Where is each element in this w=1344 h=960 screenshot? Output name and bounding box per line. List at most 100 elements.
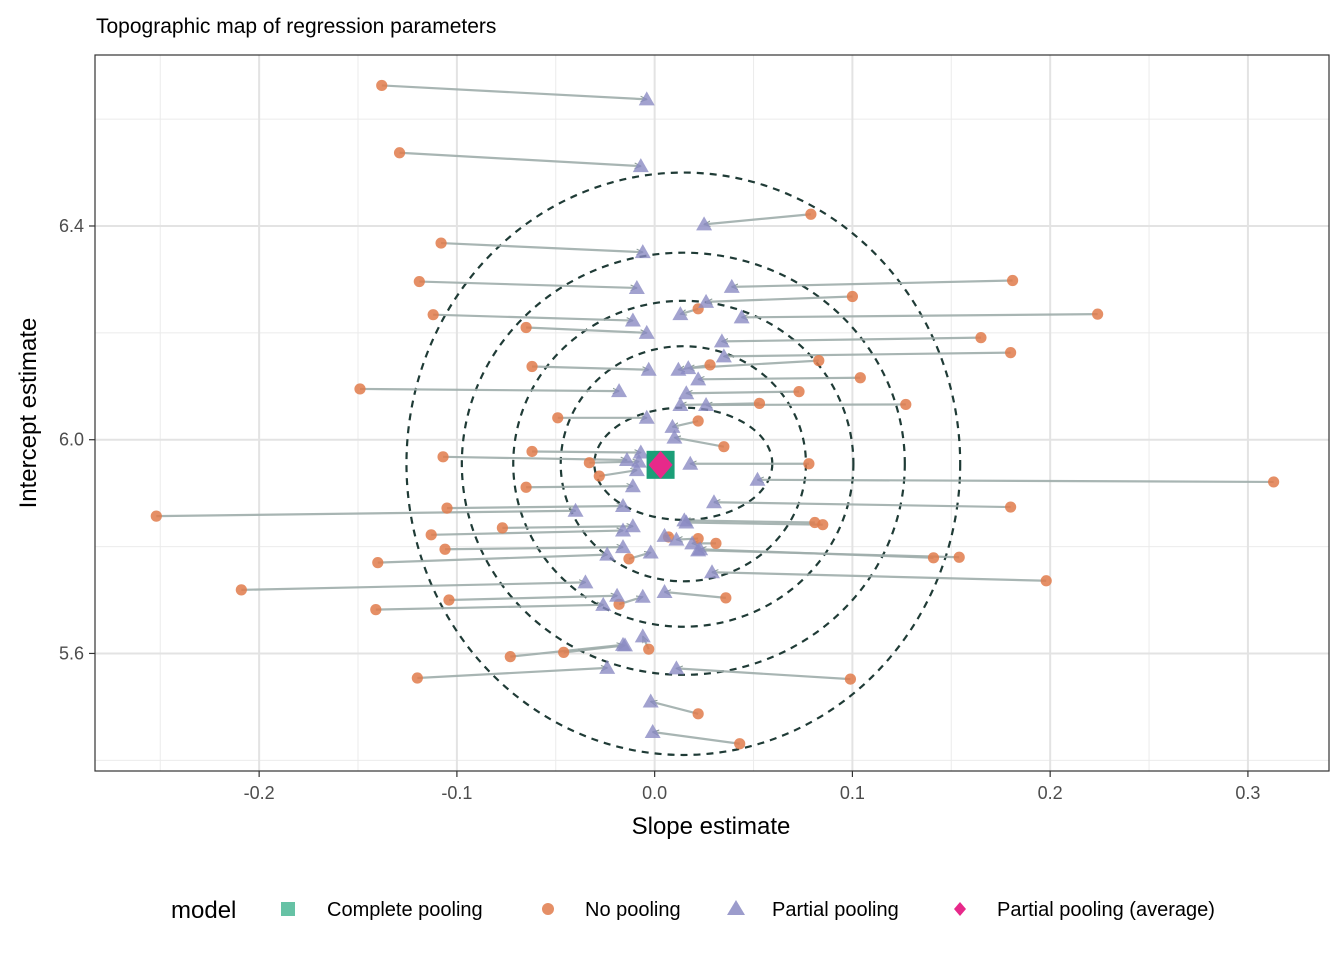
x-axis: -0.2 -0.1 0.0 0.1 0.2 0.3 <box>244 771 1260 803</box>
no-pooling-point <box>558 646 570 658</box>
no-pooling-point <box>354 383 366 395</box>
partial-pooling-point <box>638 409 655 424</box>
shrinkage-arrow <box>441 241 643 252</box>
shrinkage-arrow <box>698 378 861 380</box>
partial-pooling-point <box>615 497 632 512</box>
partial-pooling-point <box>634 628 651 643</box>
contour-ellipses <box>405 171 962 757</box>
partial-pooling-point <box>642 693 659 708</box>
shrinkage-arrow <box>651 702 699 715</box>
shrinkage-arrow <box>532 365 649 370</box>
no-pooling-point <box>692 708 704 720</box>
no-pooling-point <box>710 537 722 549</box>
shrinkage-arrow <box>698 550 960 559</box>
shrinkage-arrow <box>712 572 1047 582</box>
partial-pooling-point <box>628 462 645 477</box>
partial-pooling-point <box>704 564 720 579</box>
legend-triangle-icon <box>727 900 745 915</box>
no-pooling-point <box>805 208 817 220</box>
legend-item-partial-pooling: Partial pooling <box>727 899 899 921</box>
no-pooling-point <box>953 551 965 563</box>
partial-pooling-point <box>690 371 707 386</box>
shrinkage-arrow <box>680 403 760 405</box>
no-pooling-point <box>520 321 532 334</box>
partial-pooling-point <box>680 360 697 375</box>
shrinkage-arrow <box>156 511 575 518</box>
partial-pooling-point <box>723 278 740 293</box>
shrinkage-arrow <box>419 280 637 288</box>
no-pooling-point <box>425 529 437 541</box>
partial-pooling-point <box>698 293 715 308</box>
partial-pooling-point <box>666 429 683 444</box>
partial-pooling-point <box>664 418 681 433</box>
partial-pooling-point <box>696 216 713 231</box>
shrinkage-arrow <box>676 668 851 681</box>
partial-pooling-point <box>668 531 685 546</box>
no-pooling-point <box>496 522 508 534</box>
no-pooling-point <box>504 651 516 663</box>
shrinkage-arrow <box>706 404 906 405</box>
legend-label: Partial pooling <box>772 899 899 921</box>
shrinkage-arrow <box>724 351 1011 357</box>
shrinkage-arrow <box>686 523 823 525</box>
no-pooling-point <box>437 451 449 463</box>
partial-pooling-point <box>624 312 641 327</box>
shrinkage-arrow <box>526 486 633 487</box>
no-pooling-point <box>753 397 766 409</box>
y-tick-label: 6.0 <box>59 430 84 450</box>
partial-pooling-point <box>632 444 649 459</box>
partial-pooling-point <box>678 385 695 400</box>
no-pooling-point <box>583 457 595 469</box>
no-pooling-point <box>1005 347 1017 359</box>
partial-pooling-point <box>638 91 655 106</box>
partial-pooling-point <box>690 542 707 557</box>
shrinkage-arrow <box>706 295 853 302</box>
partial-pooling-point <box>733 309 750 324</box>
contour-ellipse <box>460 251 906 676</box>
partial-pooling-point <box>624 518 641 533</box>
no-pooling-point <box>803 458 815 470</box>
no-pooling-point <box>520 481 532 493</box>
minor-gridlines <box>95 55 1329 771</box>
partial-pooling-point <box>609 587 626 602</box>
no-pooling-point <box>552 412 564 424</box>
shrinkage-arrow <box>502 526 633 528</box>
legend-square-icon <box>281 902 295 916</box>
legend-label: Complete pooling <box>327 899 483 921</box>
shrinkage-arrow <box>377 555 607 564</box>
partial-pooling-point <box>672 306 689 321</box>
no-pooling-point <box>526 360 538 373</box>
partial-pooling-point <box>615 539 632 554</box>
shrinkage-arrow <box>443 455 627 460</box>
no-pooling-point <box>435 237 447 249</box>
no-pooling-point <box>1006 274 1019 287</box>
x-tick-label: 0.3 <box>1235 783 1260 803</box>
shrinkage-arrow <box>742 313 1098 317</box>
chart-title: Topographic map of regression parameters <box>96 15 496 38</box>
no-pooling-point <box>235 584 247 596</box>
partial-pooling-point <box>599 546 616 561</box>
shrinkage-arrow <box>714 502 1011 509</box>
contour-ellipse <box>405 171 962 757</box>
shrinkage-arrow <box>433 313 633 321</box>
no-pooling-point <box>372 557 384 569</box>
partial-pooling-point <box>749 471 766 486</box>
no-pooling-point <box>720 592 732 604</box>
shrinkage-arrow <box>757 480 1274 482</box>
shrinkage-arrow <box>684 520 815 522</box>
y-axis-title: Intercept estimate <box>15 318 42 509</box>
shrinkage-arrow <box>526 326 647 333</box>
partial-pooling-point <box>644 723 661 738</box>
no-pooling-point <box>846 290 859 303</box>
y-tick-label: 5.6 <box>59 643 84 663</box>
no-pooling-point <box>734 738 746 750</box>
partial-pooling-point <box>638 324 655 339</box>
no-pooling-point <box>526 445 538 458</box>
partial-pooling-point <box>615 522 632 537</box>
legend-label: No pooling <box>585 899 681 921</box>
shrinkage-arrow <box>445 547 623 549</box>
no-pooling-point <box>411 672 423 684</box>
no-pooling-point <box>623 553 635 565</box>
no-pooling-point <box>1092 308 1104 320</box>
shrinkage-arrow <box>417 668 607 680</box>
